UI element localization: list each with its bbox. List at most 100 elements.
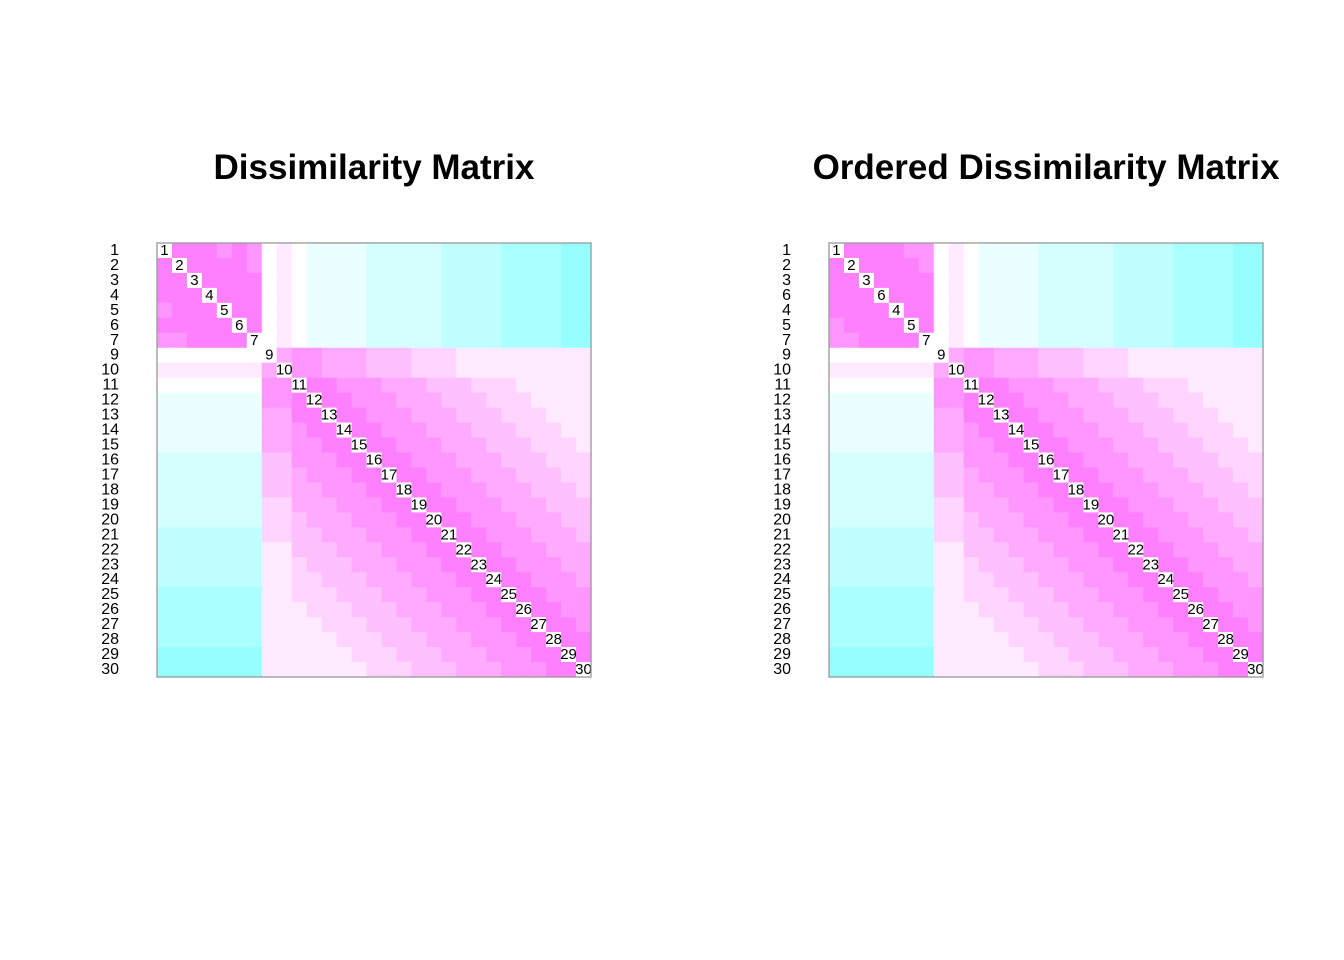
heatmap-cell [201, 317, 218, 334]
heatmap-diagonal-cell [546, 632, 562, 648]
heatmap-cell [873, 587, 890, 603]
heatmap-cell [441, 437, 457, 454]
heatmap-cell [1173, 407, 1189, 424]
heatmap-cell [1083, 482, 1099, 499]
heatmap-cell [1203, 497, 1219, 513]
heatmap-cell [531, 482, 547, 499]
heatmap-cell [858, 347, 875, 364]
heatmap-cell [1023, 632, 1040, 648]
heatmap-cell [1098, 557, 1114, 573]
heatmap-cell [829, 497, 845, 513]
heatmap-cell [276, 512, 293, 528]
heatmap-cell [576, 572, 592, 588]
heatmap-cell [1023, 572, 1040, 588]
heatmap-cell [381, 647, 398, 663]
heatmap-cell [903, 497, 920, 513]
heatmap-cell [456, 602, 472, 618]
heatmap-cell [1248, 617, 1264, 633]
heatmap-cell [171, 572, 188, 588]
heatmap-cell [171, 243, 188, 259]
heatmap-cell [157, 332, 173, 349]
heatmap-cell [441, 467, 457, 484]
chart-title: Dissimilarity Matrix [214, 148, 535, 187]
heatmap-cell [186, 512, 203, 528]
heatmap-cell [843, 497, 860, 513]
heatmap-cell [157, 392, 173, 409]
heatmap-cell [1038, 527, 1055, 543]
diagonal-label: 10 [276, 362, 293, 379]
heatmap-cell [261, 317, 278, 334]
heatmap-cell [918, 632, 935, 648]
heatmap-cell [201, 587, 218, 603]
heatmap-cell [441, 317, 457, 334]
heatmap-cell [963, 362, 980, 379]
heatmap-cell [531, 467, 547, 484]
heatmap-cell [1128, 527, 1144, 543]
heatmap-cell [829, 317, 845, 334]
heatmap-cell [948, 557, 965, 573]
heatmap-cell [1068, 392, 1085, 409]
heatmap-cell [231, 617, 248, 633]
heatmap-cell [1143, 632, 1159, 648]
heatmap-cell [396, 377, 413, 394]
heatmap-cell [1218, 497, 1234, 513]
heatmap-cell [1143, 257, 1159, 274]
heatmap-cell [1128, 437, 1144, 454]
heatmap-cell [978, 452, 995, 469]
row-label: 23 [773, 556, 791, 573]
heatmap-cell [873, 422, 890, 439]
heatmap-cell [426, 542, 442, 558]
heatmap-cell [516, 467, 532, 484]
heatmap-cell [1248, 452, 1264, 469]
diagonal-label: 9 [937, 347, 945, 364]
heatmap-cell [1008, 437, 1025, 454]
heatmap-diagonal-cell [321, 407, 338, 424]
heatmap-cell [411, 422, 427, 439]
heatmap-cell [531, 557, 547, 573]
heatmap-diagonal-cell [963, 377, 980, 394]
heatmap-cell [531, 317, 547, 334]
heatmap-cell [486, 617, 502, 633]
plot-frame [156, 242, 592, 678]
heatmap-cell [426, 632, 442, 648]
heatmap-cell [366, 602, 383, 618]
heatmap-cell [843, 527, 860, 543]
heatmap-cell [561, 542, 577, 558]
heatmap-diagonal-cell [306, 392, 323, 409]
heatmap-cell [1023, 647, 1040, 663]
heatmap-cell [516, 647, 532, 663]
heatmap-cell [1113, 407, 1129, 424]
heatmap-cell [843, 542, 860, 558]
heatmap-cell [1068, 527, 1085, 543]
heatmap-cell [873, 527, 890, 543]
heatmap-cell [1113, 362, 1129, 379]
diagonal-label: 19 [411, 496, 428, 513]
heatmap-cell [1038, 512, 1055, 528]
heatmap-cell [1233, 287, 1249, 304]
heatmap-cell [291, 557, 308, 573]
heatmap-cell [561, 662, 577, 678]
heatmap-cell [1173, 482, 1189, 499]
heatmap-cell [306, 542, 323, 558]
heatmap-cell [261, 362, 278, 379]
heatmap-cell [411, 467, 427, 484]
diagonal-label: 6 [235, 317, 243, 334]
heatmap-cell [366, 257, 383, 274]
heatmap-cell [471, 482, 487, 499]
heatmap-cell [501, 243, 517, 259]
heatmap-cell [396, 587, 413, 603]
heatmap-cell [336, 347, 353, 364]
heatmap-cell [231, 512, 248, 528]
heatmap-cell [993, 647, 1010, 663]
heatmap-diagonal-cell [1158, 572, 1174, 588]
heatmap-cell [1128, 557, 1144, 573]
heatmap-cell [948, 452, 965, 469]
heatmap-cell [291, 317, 308, 334]
heatmap-cell [978, 557, 995, 573]
heatmap-cell [336, 302, 353, 319]
heatmap-cell [471, 572, 487, 588]
heatmap-cell [858, 407, 875, 424]
heatmap-cell [888, 662, 905, 678]
heatmap-cell [246, 287, 263, 304]
heatmap-cell [978, 632, 995, 648]
